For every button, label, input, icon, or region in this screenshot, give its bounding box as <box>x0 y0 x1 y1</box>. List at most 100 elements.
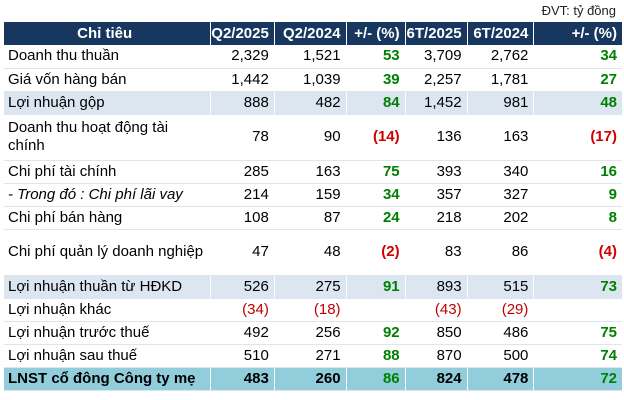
cell-h1-2024: (29) <box>466 298 534 322</box>
cell-h-change: 9 <box>533 183 622 207</box>
header-h1-2025: 6T/2025 <box>404 22 468 45</box>
cell-h-change: 75 <box>533 321 622 345</box>
cell-h1-2025: 3,709 <box>404 45 468 69</box>
cell-h1-2024: 202 <box>466 206 534 230</box>
header-h1-2024: 6T/2024 <box>466 22 534 45</box>
cell-q-change: 91 <box>345 275 406 299</box>
cell-q-change <box>345 298 406 322</box>
row-label: Lợi nhuận trước thuế <box>4 321 211 345</box>
cell-q-change: 34 <box>345 183 406 207</box>
cell-h1-2024: 486 <box>466 321 534 345</box>
row-label: LNST cổ đông Công ty mẹ <box>4 367 211 391</box>
cell-h1-2024: 1,781 <box>466 68 534 92</box>
row-label: Giá vốn hàng bán <box>4 68 211 92</box>
cell-h1-2025: 893 <box>404 275 468 299</box>
cell-h1-2024: 500 <box>466 344 534 368</box>
cell-q2-2024: 271 <box>273 344 347 368</box>
cell-q2-2024: 163 <box>273 160 347 184</box>
header-q-change: +/- (%) <box>345 22 406 45</box>
cell-h1-2024: 86 <box>466 229 534 276</box>
cell-h-change <box>533 298 622 322</box>
cell-q2-2024: 256 <box>273 321 347 345</box>
cell-h1-2025: 393 <box>404 160 468 184</box>
cell-h-change: 34 <box>533 45 622 69</box>
cell-h1-2025: 870 <box>404 344 468 368</box>
cell-q2-2024: 48 <box>273 229 347 276</box>
header-q2-2024: Q2/2024 <box>273 22 347 45</box>
table-row: Lợi nhuận khác (34) (18) (43) (29) <box>4 298 622 322</box>
cell-q-change: 24 <box>345 206 406 230</box>
cell-q2-2025: 526 <box>210 275 275 299</box>
row-label: Chi phí quản lý doanh nghiệp <box>4 229 211 276</box>
table-row: Doanh thu thuần 2,329 1,521 53 3,709 2,7… <box>4 45 622 69</box>
cell-h-change: 27 <box>533 68 622 92</box>
table-row: Lợi nhuận gộp 888 482 84 1,452 981 48 <box>4 91 622 115</box>
row-label: Chi phí tài chính <box>4 160 211 184</box>
cell-q-change: 88 <box>345 344 406 368</box>
header-row: Chỉ tiêu Q2/2025 Q2/2024 +/- (%) 6T/2025… <box>4 22 622 45</box>
cell-q2-2024: 159 <box>273 183 347 207</box>
cell-q2-2025: 492 <box>210 321 275 345</box>
cell-h1-2025: 83 <box>404 229 468 276</box>
table-row: Chi phí tài chính 285 163 75 393 340 16 <box>4 160 622 184</box>
row-label: - Trong đó : Chi phí lãi vay <box>4 183 211 207</box>
table-row: Giá vốn hàng bán 1,442 1,039 39 2,257 1,… <box>4 68 622 92</box>
cell-h1-2025: 850 <box>404 321 468 345</box>
cell-h-change: 74 <box>533 344 622 368</box>
cell-h1-2024: 515 <box>466 275 534 299</box>
table-row: Lợi nhuận thuần từ HĐKD 526 275 91 893 5… <box>4 275 622 299</box>
cell-q2-2024: 1,039 <box>273 68 347 92</box>
header-h-change: +/- (%) <box>533 22 622 45</box>
row-label: Lợi nhuận khác <box>4 298 211 322</box>
header-item: Chỉ tiêu <box>77 25 133 42</box>
cell-q-change: (14) <box>345 114 406 161</box>
table-row: - Trong đó : Chi phí lãi vay 214 159 34 … <box>4 183 622 207</box>
cell-q2-2024: (18) <box>273 298 347 322</box>
row-label: Chi phí bán hàng <box>4 206 211 230</box>
row-label: Lợi nhuận thuần từ HĐKD <box>4 275 211 299</box>
row-label: Lợi nhuận sau thuế <box>4 344 211 368</box>
header-q2-2025: Q2/2025 <box>210 22 275 45</box>
cell-q-change: (2) <box>345 229 406 276</box>
cell-q-change: 75 <box>345 160 406 184</box>
row-label: Doanh thu thuần <box>4 45 211 69</box>
cell-q2-2025: 285 <box>210 160 275 184</box>
cell-q-change: 53 <box>345 45 406 69</box>
cell-q2-2025: 483 <box>210 367 275 391</box>
cell-q-change: 39 <box>345 68 406 92</box>
cell-q2-2025: 888 <box>210 91 275 115</box>
cell-q-change: 84 <box>345 91 406 115</box>
cell-h1-2025: (43) <box>404 298 468 322</box>
cell-q2-2024: 260 <box>273 367 347 391</box>
cell-h1-2024: 340 <box>466 160 534 184</box>
table-row: Chi phí quản lý doanh nghiệp 47 48 (2) 8… <box>4 229 622 276</box>
cell-q2-2025: (34) <box>210 298 275 322</box>
table-row-total: LNST cổ đông Công ty mẹ 483 260 86 824 4… <box>4 367 622 391</box>
cell-h-change: 8 <box>533 206 622 230</box>
cell-h1-2025: 357 <box>404 183 468 207</box>
row-label: Doanh thu hoạt động tài chính <box>4 114 211 161</box>
cell-q2-2025: 214 <box>210 183 275 207</box>
cell-q2-2024: 482 <box>273 91 347 115</box>
cell-h1-2025: 2,257 <box>404 68 468 92</box>
cell-q2-2024: 90 <box>273 114 347 161</box>
cell-h1-2025: 824 <box>404 367 468 391</box>
table-row: Lợi nhuận trước thuế 492 256 92 850 486 … <box>4 321 622 345</box>
cell-h-change: 16 <box>533 160 622 184</box>
cell-h1-2024: 478 <box>466 367 534 391</box>
cell-h-change: (4) <box>533 229 622 276</box>
cell-q2-2025: 1,442 <box>210 68 275 92</box>
cell-h1-2024: 163 <box>466 114 534 161</box>
cell-q2-2024: 1,521 <box>273 45 347 69</box>
cell-q-change: 92 <box>345 321 406 345</box>
cell-q2-2025: 2,329 <box>210 45 275 69</box>
table-row: Lợi nhuận sau thuế 510 271 88 870 500 74 <box>4 344 622 368</box>
cell-q2-2025: 510 <box>210 344 275 368</box>
cell-q2-2025: 108 <box>210 206 275 230</box>
cell-h-change: (17) <box>533 114 622 161</box>
cell-h1-2024: 2,762 <box>466 45 534 69</box>
cell-h1-2025: 1,452 <box>404 91 468 115</box>
cell-q2-2025: 47 <box>210 229 275 276</box>
cell-q2-2024: 275 <box>273 275 347 299</box>
cell-h1-2024: 981 <box>466 91 534 115</box>
